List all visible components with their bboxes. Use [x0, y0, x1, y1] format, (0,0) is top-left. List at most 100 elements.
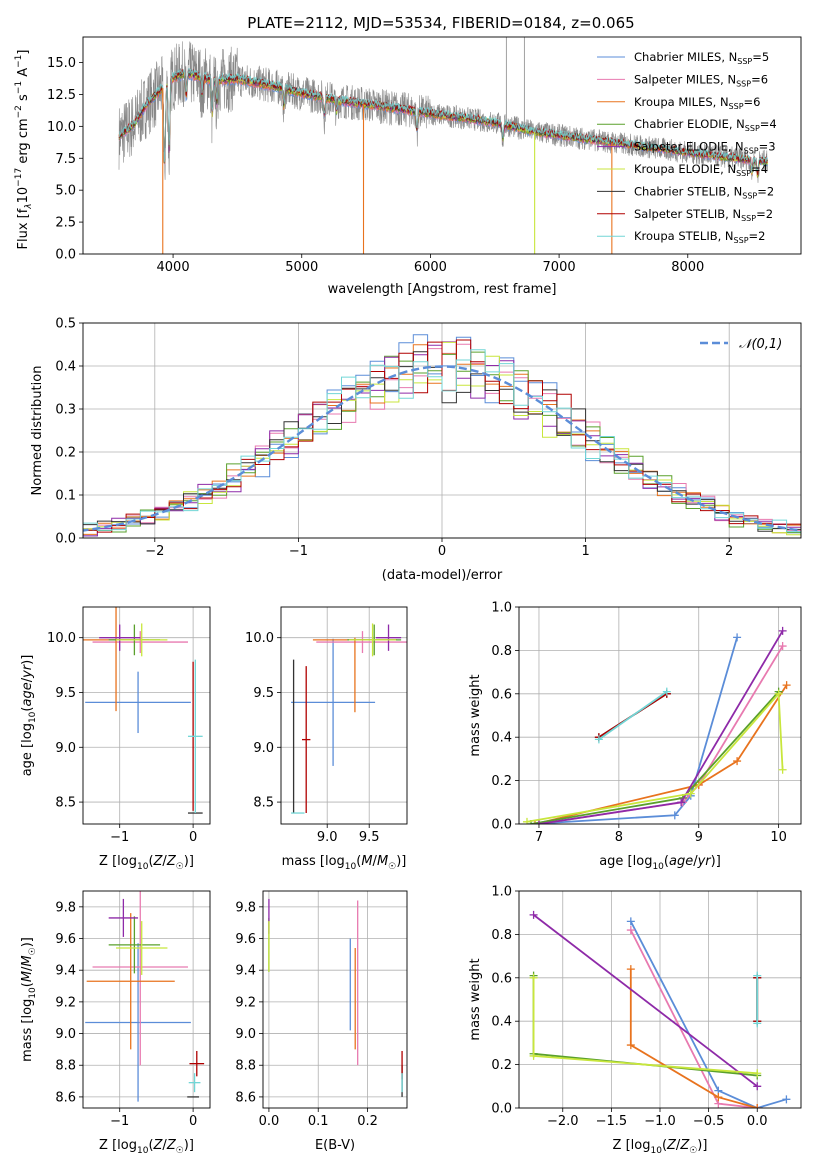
y-tick-label: 0.2	[491, 774, 512, 789]
age-vs-metallicity-panel: −1 08.59.09.510.0Z [log10(Z/Z☉)]age [log1…	[20, 606, 211, 872]
legend-label-part: SSP	[736, 79, 751, 88]
series-marker	[529, 1051, 538, 1060]
series-marker	[529, 910, 538, 919]
legend-label-part: SSP	[734, 236, 749, 245]
y-tick-label: 8.5	[55, 796, 76, 811]
y-tick-label: 9.4	[235, 964, 256, 979]
y-tick-label: 10.0	[245, 631, 274, 646]
plot-area	[118, 37, 768, 254]
y-tick-label: 8.6	[235, 1090, 256, 1105]
y-axis-label-part: )]	[20, 937, 35, 947]
series-marker	[626, 1041, 635, 1050]
y-tick-label: 0.4	[491, 1015, 512, 1030]
x-axis-label-part: ☉	[176, 1146, 184, 1156]
legend-label-part: =2	[757, 184, 774, 198]
x-tick-label: 6000	[414, 260, 447, 275]
legend-label: Chabrier ELODIE, NSSP=4	[634, 117, 777, 133]
x-axis-label: Z [log10(Z/Z☉)]	[99, 1138, 194, 1156]
x-axis-label: (data-model)/error	[382, 568, 503, 583]
y-axis-label: mass weight	[468, 674, 483, 756]
x-tick-label: 5000	[285, 260, 318, 275]
x-axis-label: wavelength [Angstrom, rest frame]	[328, 282, 557, 297]
x-axis-label-part: M	[377, 854, 388, 869]
y-axis-label: mass [log10(M/M☉)]	[20, 937, 38, 1062]
x-axis-label-part: )]	[697, 1138, 707, 1153]
y-axis-label-part: mass [log	[20, 999, 35, 1062]
x-tick-label: 0.2	[357, 1114, 378, 1129]
y-tick-label: 2.5	[55, 216, 76, 231]
axes-frame	[82, 890, 211, 1109]
y-tick-label: 8.6	[55, 1090, 76, 1105]
mass-vs-ebv-panel: 0.0 0.1 0.2 8.6 8.8 9.0 9.2 9.4 9.6 9.8 E(B-V)	[235, 890, 408, 1153]
series-line	[530, 637, 738, 824]
y-axis-label: age [log10(age/yr)]	[20, 655, 38, 777]
x-tick-label: 9.5	[359, 830, 380, 845]
y-tick-label: 1.0	[491, 601, 512, 616]
legend-label-part: =2	[749, 229, 766, 243]
y-tick-label: 9.0	[55, 1027, 76, 1042]
y-axis-label-part: −1	[14, 81, 24, 94]
legend-label: Kroupa ELODIE, NSSP=4	[634, 162, 768, 178]
series-marker	[626, 926, 635, 935]
x-axis-label-part: )]	[184, 854, 194, 869]
x-axis-label-part: /	[162, 1138, 167, 1153]
series-marker	[733, 633, 742, 642]
gaussian-curve	[83, 365, 801, 532]
y-tick-label: 0.2	[491, 1058, 512, 1073]
x-axis-label-part: /	[676, 1138, 681, 1153]
x-tick-label: 2	[725, 544, 733, 559]
series-marker	[594, 735, 603, 744]
x-axis-label-part: (	[664, 854, 669, 869]
y-tick-label: 0.5	[55, 317, 76, 332]
y-tick-label: 9.2	[235, 995, 256, 1010]
series-marker	[753, 1082, 762, 1091]
y-axis-label-part: M	[20, 971, 35, 982]
x-tick-label: 7000	[543, 260, 576, 275]
y-tick-label: 9.5	[55, 686, 76, 701]
y-axis-label-part: 10	[16, 187, 31, 204]
y-tick-label: 9.6	[55, 932, 76, 947]
series-marker	[778, 642, 787, 651]
y-axis-label-part: 10	[28, 987, 38, 999]
y-tick-label: 9.8	[55, 900, 76, 915]
y-axis-label-part: Flux [f	[16, 208, 31, 249]
legend: 𝒩(0,1)	[700, 337, 782, 352]
mass-weight-vs-metallicity-panel: −2.0 −1.5 −1.0 −0.5 0.0 0.0 0.2 0.4 0.6 0.8 1.0 Z […	[468, 885, 802, 1156]
legend-label: Salpeter ELODIE, NSSP=3	[634, 140, 776, 156]
y-tick-label: 0.6	[491, 971, 512, 986]
legend-label-part: SSP	[737, 57, 752, 66]
x-axis-label-part: )]	[396, 854, 406, 869]
y-tick-label: 8.8	[55, 1059, 76, 1074]
series-marker	[733, 757, 742, 766]
series-marker	[677, 798, 686, 807]
series-line	[598, 690, 668, 741]
y-tick-label: 0.4	[491, 731, 512, 746]
x-axis-label-part: Z	[166, 854, 177, 869]
axes-frame	[82, 606, 211, 825]
legend-label-part: SSP	[729, 102, 744, 111]
x-tick-label: 8000	[671, 260, 704, 275]
legend-label-part: =2	[756, 207, 773, 221]
y-tick-label: 9.5	[253, 686, 274, 701]
plot-area	[85, 891, 205, 1102]
y-tick-label: 1.0	[491, 885, 512, 900]
x-axis-label-part: ☉	[176, 862, 184, 872]
y-axis-label-part: ]	[16, 50, 31, 55]
x-axis-label-part: 10	[652, 862, 664, 872]
legend-label-part: Kroupa ELODIE, N	[634, 162, 736, 176]
x-axis-label-part: Z [log	[99, 1138, 137, 1153]
x-axis-label-part: Z	[153, 854, 164, 869]
x-axis-label-part: 10	[650, 1146, 662, 1156]
y-tick-label: 0.8	[491, 928, 512, 943]
y-axis-label-part: ☉	[28, 947, 38, 955]
series-marker	[778, 626, 787, 635]
x-tick-label: 0	[189, 1114, 197, 1129]
y-tick-label: 9.0	[55, 741, 76, 756]
x-axis-label-part: Z	[153, 1138, 164, 1153]
data-spectrum	[118, 41, 768, 183]
series-line	[534, 684, 788, 824]
series-line	[629, 969, 758, 1108]
